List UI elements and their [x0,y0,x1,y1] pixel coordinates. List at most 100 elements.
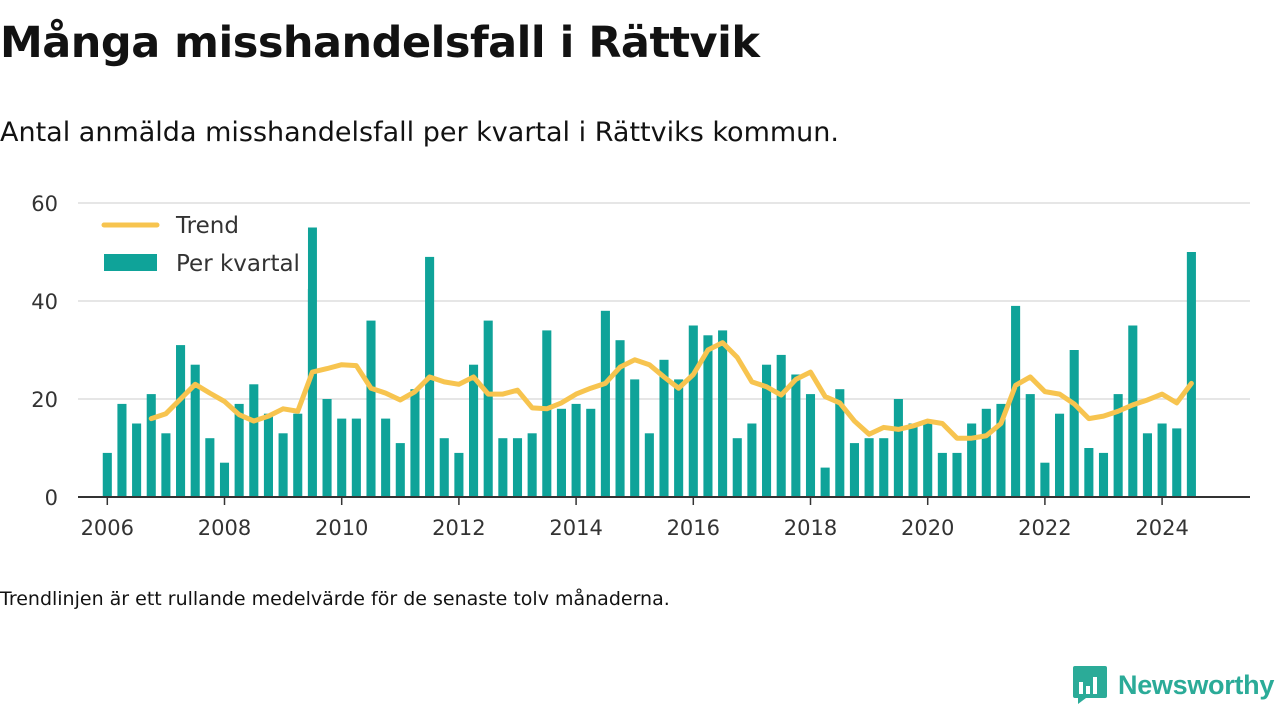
bar [1084,448,1094,497]
x-tick-label: 2016 [667,516,720,540]
bar [688,325,698,497]
bar [439,438,449,497]
legend: Trend Per kvartal [96,205,308,289]
bar [366,320,376,497]
bar [219,462,230,497]
brand-name: Newsworthy [1118,669,1275,700]
x-tick-label: 2014 [549,516,602,540]
bar [703,335,713,497]
bar [967,423,977,497]
bar [1113,394,1123,497]
bar [322,399,332,497]
bar [586,408,596,497]
bar [659,359,669,497]
bar [615,340,625,497]
bar [835,389,845,497]
bar [952,452,962,497]
brand-logo: Newsworthy [1072,664,1274,706]
bar [307,227,317,497]
bar [996,403,1006,497]
bar [1186,252,1196,497]
y-axis-ticks: 0 20 40 60 [31,192,58,510]
bar [864,438,874,497]
bar [805,394,816,497]
bar [556,408,566,497]
bar [395,443,405,497]
bar [512,438,523,497]
bar [732,438,742,497]
legend-background [96,205,308,289]
bar [542,330,552,497]
bar [600,310,610,497]
y-tick-label: 40 [31,290,58,314]
x-tick-label: 2018 [784,516,837,540]
bar [908,423,918,497]
x-tick-label: 2008 [198,516,251,540]
bar [527,433,537,497]
bar [849,443,859,497]
bar [454,452,464,497]
bar [293,413,303,497]
y-tick-label: 20 [31,388,58,412]
x-tick-label: 2012 [432,516,485,540]
bar [747,423,757,497]
bar [146,394,156,497]
bar [981,408,991,497]
bar [234,403,244,497]
bar [1142,433,1152,497]
bar [1055,413,1065,497]
bar [351,418,361,497]
bar [1172,428,1182,497]
bar [776,354,786,497]
trend-line [148,340,1194,441]
bar [278,433,288,497]
bar [791,374,801,497]
legend-bar-swatch [104,254,157,271]
bar [410,389,420,497]
bar [1157,423,1167,497]
x-tick-label: 2024 [1135,516,1188,540]
bar [337,418,347,497]
bar [571,403,581,497]
bar [923,423,933,497]
bar [381,418,391,497]
x-tick-label: 2020 [901,516,954,540]
bar [893,399,903,497]
bar [498,438,508,497]
bar [102,452,112,497]
bar [820,467,830,497]
bar [630,379,640,497]
bar [1128,325,1138,497]
y-tick-label: 0 [45,486,58,510]
x-axis-ticks: 2006 2008 2010 2012 2014 2016 2018 2020 2022 2024 [81,497,1189,540]
x-tick-label: 2006 [81,516,134,540]
x-tick-label: 2022 [1018,516,1071,540]
bar [937,452,947,497]
bar [263,413,273,497]
bar [483,320,493,497]
bar [674,379,684,497]
bar [644,433,654,497]
footnote: Trendlinjen är ett rullande medelvärde f… [0,588,670,610]
newsworthy-bar-chart-icon [1073,666,1107,704]
bar [762,364,772,497]
bar [1011,305,1021,497]
bar [176,345,186,497]
chart-subtitle: Antal anmälda misshandelsfall per kvarta… [0,117,839,148]
bar [190,364,200,497]
chart: 0 20 40 60 2006 2008 2010 2012 2014 2016 2018 2020… [31,192,1250,540]
chart-title: Många misshandelsfall i Rättvik [0,18,760,68]
bar [1025,394,1035,497]
bar [132,423,142,497]
bar [1040,462,1050,497]
bar [161,433,171,497]
x-tick-label: 2010 [315,516,368,540]
bar [1069,350,1079,497]
y-tick-label: 60 [31,192,58,216]
legend-trend-label: Trend [175,213,239,239]
bar [1098,452,1109,497]
legend-bar-label: Per kvartal [176,251,300,277]
bar [205,438,215,497]
bar [249,384,259,497]
bar [469,364,479,497]
